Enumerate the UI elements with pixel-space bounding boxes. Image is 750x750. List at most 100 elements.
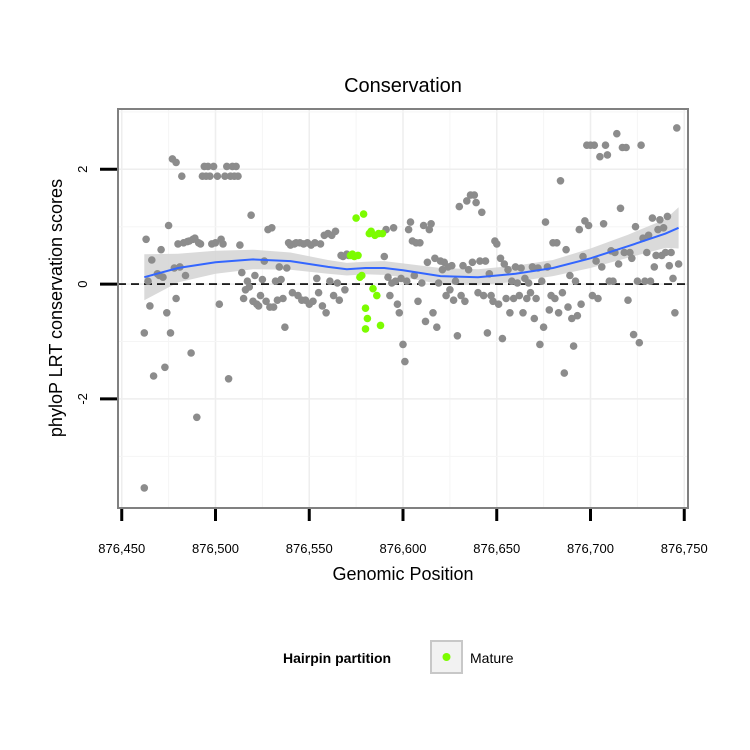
point-other-226	[596, 152, 604, 161]
point-other-50	[232, 162, 240, 171]
point-other-196	[539, 323, 548, 332]
point-other-209	[564, 303, 572, 311]
point-other-73	[275, 263, 284, 271]
point-other-125	[406, 218, 415, 226]
y-axis-title: phyloP LRT conservation scores	[46, 179, 66, 437]
point-other-183	[515, 291, 524, 300]
point-other-120	[397, 274, 405, 283]
point-other-1	[140, 329, 149, 337]
point-other-118	[393, 300, 402, 309]
point-other-265	[669, 274, 677, 283]
point-other-3	[144, 277, 152, 286]
point-other-39	[211, 239, 220, 247]
point-other-184	[517, 264, 525, 272]
point-other-135	[425, 225, 434, 234]
point-other-147	[448, 261, 456, 270]
point-other-252	[644, 231, 653, 240]
point-other-225	[594, 294, 602, 303]
point-mature-3	[352, 214, 360, 222]
point-other-246	[633, 277, 642, 286]
point-mature-17	[376, 321, 385, 330]
point-other-215	[575, 225, 584, 234]
point-other-26	[187, 349, 195, 357]
point-other-6	[149, 372, 158, 380]
legend-title: Hairpin partition	[283, 650, 391, 666]
point-other-91	[309, 297, 317, 306]
point-other-237	[616, 204, 625, 213]
point-other-192	[532, 294, 540, 303]
point-other-243	[628, 254, 636, 263]
point-other-148	[449, 296, 458, 305]
point-other-172	[494, 300, 503, 309]
point-other-217	[579, 252, 587, 261]
point-other-129	[414, 297, 422, 306]
point-other-262	[663, 212, 672, 221]
point-other-254	[648, 214, 657, 222]
point-other-51	[234, 172, 242, 180]
point-other-229	[601, 141, 610, 149]
point-other-241	[624, 296, 632, 305]
point-other-102	[329, 291, 338, 300]
point-other-114	[386, 291, 394, 300]
point-other-131	[418, 279, 426, 287]
point-other-80	[288, 288, 297, 297]
point-other-4	[146, 302, 154, 310]
point-other-58	[247, 211, 255, 219]
point-other-185	[519, 309, 527, 317]
x-tick-label-1: 876,500	[192, 541, 239, 556]
legend-key-mature	[442, 653, 451, 661]
point-other-164	[479, 291, 488, 300]
panel-border	[117, 108, 689, 509]
point-other-62	[254, 302, 263, 310]
point-other-69	[268, 224, 276, 232]
point-other-75	[279, 294, 287, 303]
point-other-14	[166, 329, 175, 337]
point-other-142	[438, 265, 447, 274]
point-other-53	[238, 268, 246, 277]
y-tick-label-0: 2	[75, 166, 90, 173]
legend-label-mature: Mature	[470, 650, 514, 666]
point-other-94	[314, 288, 323, 297]
x-tick-label-2: 876,550	[286, 541, 333, 556]
point-other-46	[224, 375, 233, 383]
point-other-35	[204, 162, 212, 171]
point-other-205	[556, 177, 565, 185]
point-other-222	[588, 291, 597, 300]
point-other-52	[236, 241, 244, 249]
point-other-161	[474, 288, 482, 297]
point-other-267	[673, 124, 681, 132]
point-other-214	[573, 311, 582, 320]
point-other-268	[674, 260, 683, 268]
point-other-169	[489, 297, 497, 306]
point-other-174	[498, 334, 507, 343]
point-other-245	[631, 222, 640, 231]
point-other-152	[457, 291, 465, 300]
point-mature-7	[359, 210, 368, 218]
point-other-108	[341, 286, 349, 294]
point-other-132	[419, 221, 428, 230]
point-other-210	[566, 271, 574, 280]
point-other-63	[256, 291, 265, 300]
point-other-139	[433, 323, 441, 332]
point-other-165	[481, 257, 490, 265]
point-other-162	[476, 257, 484, 265]
point-other-258	[656, 216, 664, 224]
point-mature-8	[361, 304, 370, 313]
point-other-17	[172, 158, 180, 167]
point-other-151	[455, 202, 464, 211]
point-other-134	[423, 258, 432, 267]
point-other-105	[335, 296, 344, 305]
point-other-188	[524, 279, 533, 287]
points-other	[140, 124, 683, 492]
point-other-70	[269, 303, 278, 311]
point-other-159	[470, 191, 479, 199]
point-other-113	[384, 273, 392, 282]
point-other-44	[221, 172, 229, 180]
x-tick-label-0: 876,450	[98, 541, 145, 556]
point-other-255	[650, 263, 659, 271]
y-axis: 2 0 -2	[75, 166, 117, 405]
point-other-216	[577, 300, 585, 309]
point-mature-18	[378, 229, 387, 238]
point-mature-13	[369, 284, 377, 293]
